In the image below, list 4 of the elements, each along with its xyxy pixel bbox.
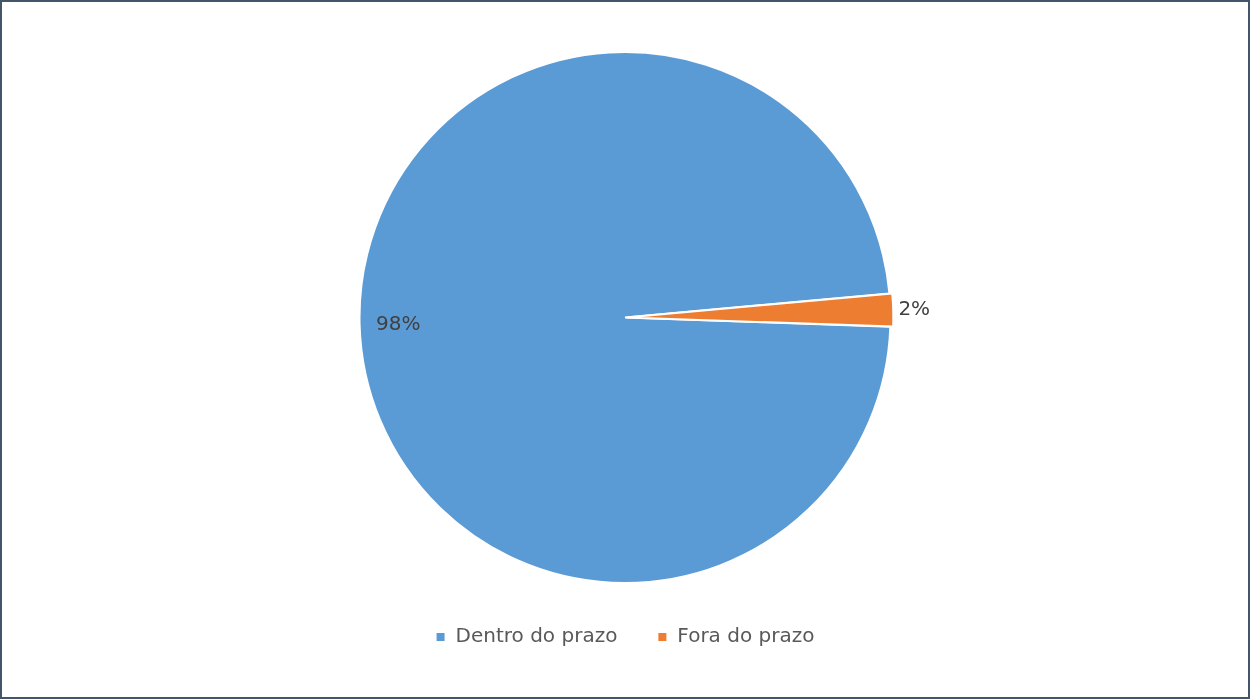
legend-label: Fora do prazo <box>677 623 815 648</box>
legend-label: Dentro do prazo <box>455 623 618 648</box>
data-label: 2% <box>898 296 931 321</box>
data-label: 98% <box>375 310 421 335</box>
